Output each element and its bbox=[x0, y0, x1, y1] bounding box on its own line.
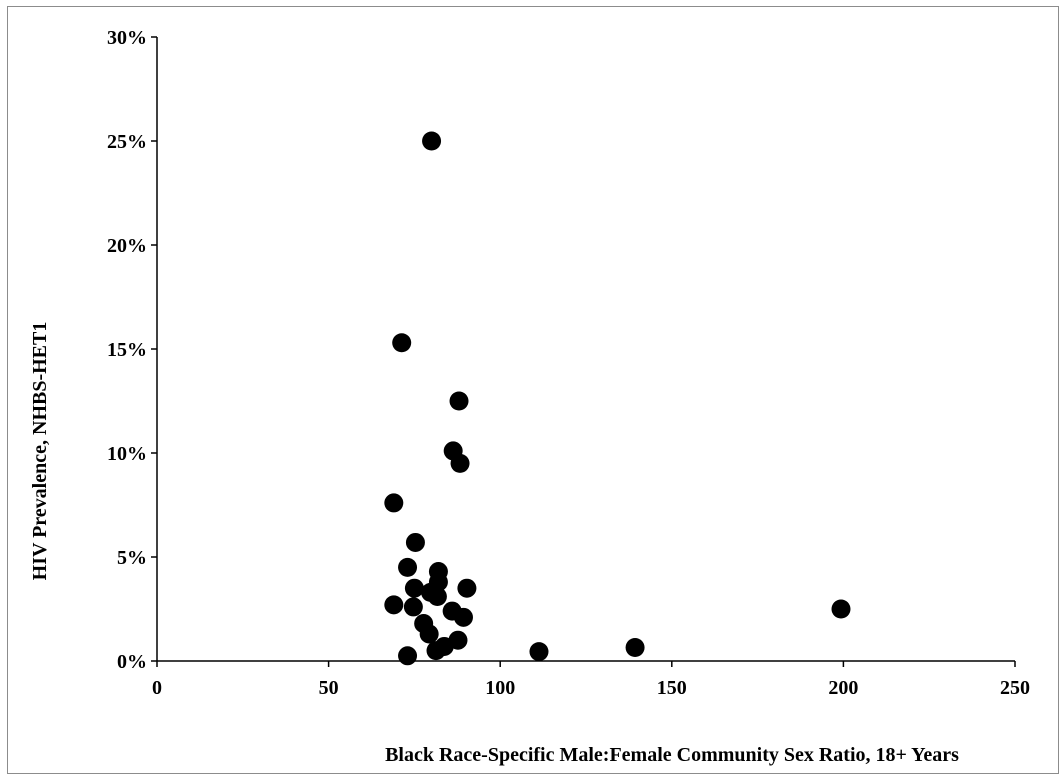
data-point bbox=[398, 557, 418, 577]
x-tick-label: 0 bbox=[152, 677, 162, 699]
data-point bbox=[453, 607, 473, 627]
data-point bbox=[384, 493, 404, 513]
y-axis-title: HIV Prevalence, NHBS-HET1 bbox=[29, 322, 51, 581]
x-tick-label: 200 bbox=[828, 677, 858, 699]
y-tick-label: 15% bbox=[107, 339, 147, 361]
data-point bbox=[398, 646, 418, 666]
data-point bbox=[449, 391, 469, 411]
data-point bbox=[426, 641, 446, 661]
y-tick-label: 10% bbox=[107, 443, 147, 465]
y-tick-label: 25% bbox=[107, 131, 147, 153]
data-point bbox=[384, 595, 404, 615]
x-axis-title: Black Race-Specific Male:Female Communit… bbox=[385, 744, 959, 766]
data-point bbox=[422, 131, 442, 151]
x-tick-label: 250 bbox=[1000, 677, 1030, 699]
axes: 0 50 100 150 200 250 0% 5% 10% 15% 20% 25% 30% bbox=[107, 27, 1030, 699]
data-point bbox=[404, 578, 424, 598]
data-point bbox=[405, 532, 425, 552]
y-tick-label: 30% bbox=[107, 27, 147, 49]
data-point bbox=[831, 599, 851, 619]
data-point bbox=[625, 637, 645, 657]
x-tick-label: 50 bbox=[319, 677, 339, 699]
data-point bbox=[427, 587, 447, 607]
x-tick-label: 100 bbox=[485, 677, 515, 699]
data-point bbox=[419, 624, 439, 644]
data-point bbox=[403, 597, 423, 617]
y-tick-label: 0% bbox=[117, 651, 147, 673]
data-point bbox=[457, 578, 477, 598]
data-point bbox=[450, 453, 470, 473]
y-tick-label: 5% bbox=[117, 547, 147, 569]
data-point bbox=[392, 333, 412, 353]
data-points bbox=[384, 131, 851, 666]
x-tick-label: 150 bbox=[657, 677, 687, 699]
y-tick-label: 20% bbox=[107, 235, 147, 257]
data-point bbox=[529, 642, 549, 662]
